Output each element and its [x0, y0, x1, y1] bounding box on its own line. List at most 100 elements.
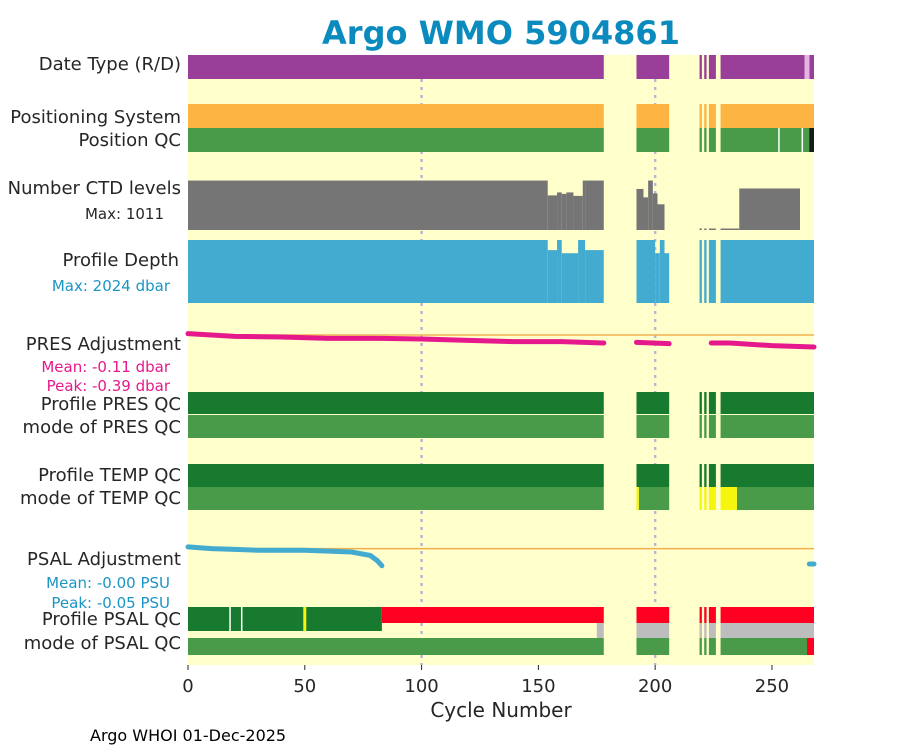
mode-pres-qc-bar [720, 415, 814, 438]
pres-adjustment-series [185, 331, 607, 346]
profile-pres-qc-bar [720, 392, 814, 414]
profile-temp-qc-bar [720, 464, 814, 487]
profile-psal-qc-tick [240, 607, 243, 631]
gridlines [420, 55, 657, 665]
row-label-profile-depth: Profile Depth [62, 250, 179, 271]
psal-peak-label: Peak: -0.05 PSU [51, 594, 170, 612]
mode-temp-qc-bar [638, 487, 670, 510]
ctd-levels-bar [648, 180, 653, 230]
position-qc-bar [188, 128, 604, 152]
profile-psal-qc-gray-bar [704, 623, 707, 638]
profile-psal-qc-bar [188, 607, 382, 631]
profile-depth-bar [585, 250, 604, 303]
profile-psal-qc-gray-bar [708, 623, 716, 638]
row-label-psal-adjustment: PSAL Adjustment [27, 549, 181, 570]
profile-pres-qc-bar [708, 392, 716, 414]
x-tick-label: 50 [293, 676, 316, 697]
profile-psal-qc-gray-bar [720, 623, 814, 638]
mode-psal-qc-red-bar [806, 638, 814, 655]
ctd-levels-bar [708, 228, 716, 230]
row-label-profile-temp-qc: Profile TEMP QC [38, 465, 181, 486]
ctd-levels-bar [704, 228, 707, 230]
chart-title: Argo WMO 5904861 [322, 14, 680, 52]
psal-adjustment-series [185, 544, 385, 569]
profile-pres-qc-bar [636, 392, 670, 414]
profile-psal-qc-gray-bar [596, 623, 604, 638]
position-qc-bar [699, 128, 702, 152]
profile-depth-bar [557, 240, 562, 303]
data-type-extra-bar [804, 55, 810, 79]
profile-depth-bar [655, 253, 660, 303]
positioning-system-bar [708, 104, 716, 128]
x-tick-label: 150 [521, 676, 555, 697]
ctd-levels-bar [636, 188, 644, 230]
mode-pres-qc-bar [699, 415, 702, 438]
mode-temp-qc-yellow-bar [708, 487, 716, 510]
position-qc-tick [801, 128, 804, 152]
profile-psal-qc-yellow-tick [303, 607, 307, 631]
positioning-system-bar [188, 104, 604, 128]
profile-depth-bar [547, 250, 558, 303]
data-type-bar [704, 55, 707, 79]
ctd-levels-bar [582, 180, 586, 230]
mode-psal-qc-bar [699, 638, 702, 655]
ctd-levels-bar [561, 193, 567, 230]
ctd-levels-bar [652, 193, 658, 230]
positioning-system-bar [704, 104, 707, 128]
position-qc-bar [636, 128, 670, 152]
position-qc-bar [704, 128, 707, 152]
depth-max-label: Max: 2024 dbar [52, 277, 171, 295]
profile-psal-qc-gray-bar [699, 623, 702, 638]
ctd-levels-bar [573, 195, 583, 230]
profile-temp-qc-bar [704, 464, 707, 487]
mode-psal-qc-bar [188, 638, 604, 655]
mode-psal-qc-bar [636, 638, 670, 655]
pres-peak-label: Peak: -0.39 dbar [47, 377, 171, 395]
row-label-data-type: Date Type (R/D) [39, 54, 181, 75]
mode-temp-qc-yellow-bar [699, 487, 702, 510]
data-type-bar [699, 55, 702, 79]
profile-psal-qc-red-bar [708, 607, 716, 623]
ctd-levels-bar [566, 192, 574, 230]
ctd-levels-bar [547, 195, 558, 230]
profile-pres-qc-bar [704, 392, 707, 414]
profile-temp-qc-bar [699, 464, 702, 487]
mode-pres-qc-bar [188, 415, 604, 438]
row-label-mode-psal-qc: mode of PSAL QC [24, 633, 181, 654]
mode-temp-qc-yellow-bar [720, 487, 737, 510]
ctd-levels-bar [657, 204, 665, 230]
row-label-positioning-system: Positioning System [10, 107, 181, 128]
mode-temp-qc-yellow-bar [636, 487, 639, 510]
profile-psal-qc-red-bar [699, 607, 702, 623]
ctd-levels-bar [643, 197, 649, 230]
profile-temp-qc-bar [188, 464, 604, 487]
x-tick-label: 100 [404, 676, 438, 697]
profile-depth-bar [704, 240, 707, 303]
mode-psal-qc-bar [708, 638, 716, 655]
mode-pres-qc-bar [636, 415, 670, 438]
position-qc-tick [778, 128, 780, 152]
footer-credit: Argo WHOI 01-Dec-2025 [90, 726, 286, 745]
row-label-profile-pres-qc: Profile PRES QC [41, 394, 181, 415]
profile-depth-bar [659, 240, 665, 303]
mode-pres-qc-bar [708, 415, 716, 438]
profile-psal-qc-red-bar [704, 607, 707, 623]
x-tick-label: 200 [638, 676, 672, 697]
positioning-system-bar [699, 104, 702, 128]
row-label-profile-psal-qc: Profile PSAL QC [42, 609, 181, 630]
position-qc-bar [720, 128, 814, 152]
data-type-bar [636, 55, 670, 79]
ctd-levels-bar [557, 192, 562, 230]
position-qc-dark-bar [809, 128, 814, 152]
profile-depth-bar [699, 240, 702, 303]
profile-depth-bar [578, 240, 586, 303]
plot-background [188, 55, 814, 665]
pres-adjustment-series [708, 340, 817, 350]
mode-psal-qc-bar [720, 638, 814, 655]
profile-temp-qc-bar [708, 464, 716, 487]
profile-depth-bar [720, 240, 814, 303]
ctd-levels-bar [699, 228, 702, 230]
profile-temp-qc-bar [636, 464, 670, 487]
position-qc-bar [708, 128, 716, 152]
